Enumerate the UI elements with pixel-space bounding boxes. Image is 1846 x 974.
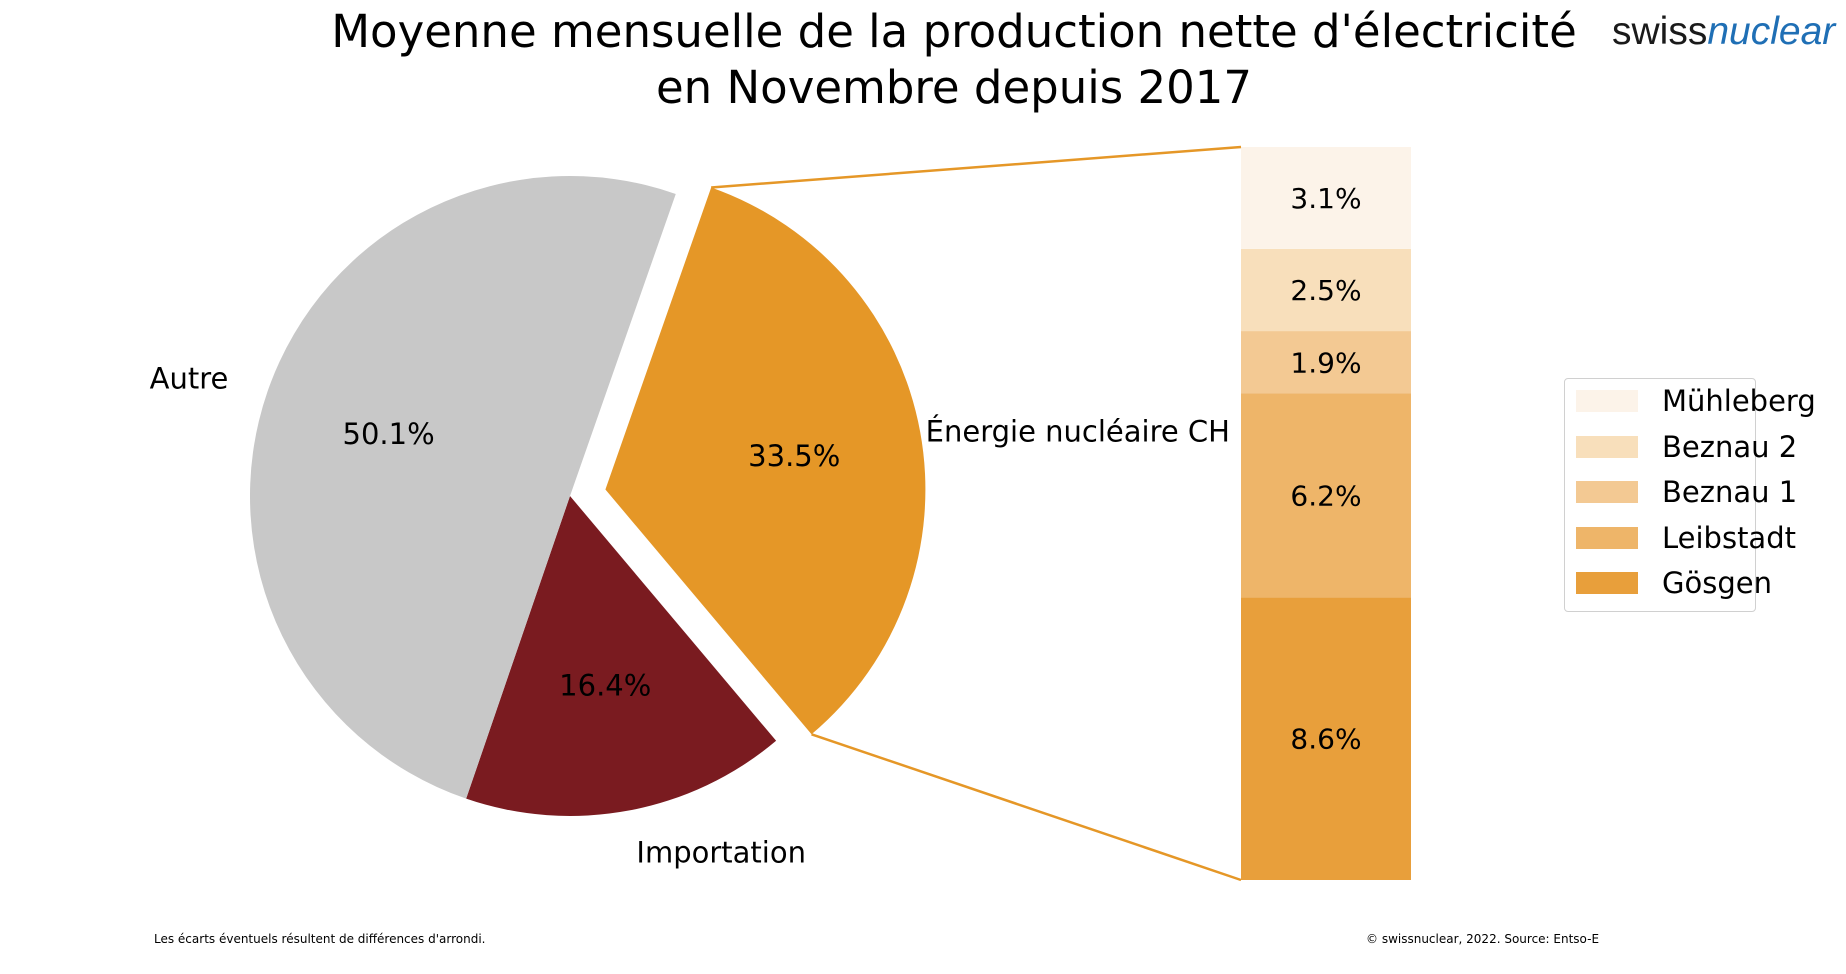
- pie-category-label-importation: Importation: [636, 835, 806, 869]
- bar-value-label-beznau-1: 1.9%: [1290, 346, 1361, 379]
- logo-text-nuclear: nuclear: [1707, 10, 1836, 53]
- legend-swatch: [1576, 481, 1638, 503]
- legend-label: Beznau 1: [1662, 475, 1798, 509]
- bar-segment-leibstadt: [1241, 393, 1411, 598]
- pie-value-label-autre: 50.1%: [343, 417, 435, 451]
- chart-title: Moyenne mensuelle de la production nette…: [0, 4, 1846, 116]
- swissnuclear-logo: swissnuclear: [1612, 10, 1835, 54]
- title-line-2: en Novembre depuis 2017: [655, 61, 1253, 114]
- logo-text-swiss: swiss: [1612, 10, 1708, 53]
- legend-label: Gösgen: [1662, 566, 1772, 600]
- bar-segment-beznau-2: [1241, 248, 1411, 332]
- bar-value-label-beznau-2: 2.5%: [1290, 274, 1361, 307]
- legend-swatch: [1576, 435, 1638, 458]
- legend: Mühleberg Beznau 2 Beznau 1 Leibstadt Gösgen: [1564, 378, 1816, 612]
- bar-value-label-muhleberg: 3.1%: [1290, 182, 1361, 215]
- legend-item-beznau-1: Beznau 1: [1576, 474, 1797, 510]
- legend-item-beznau-2: Beznau 2: [1576, 429, 1797, 465]
- legend-label: Mühleberg: [1662, 384, 1816, 418]
- connector-line-top: [711, 145, 1242, 189]
- legend-label: Beznau 2: [1662, 429, 1798, 464]
- legend-swatch: [1576, 526, 1638, 549]
- bar-segment-beznau-1: [1241, 331, 1411, 394]
- legend-label: Leibstadt: [1662, 520, 1796, 555]
- footnote-source: © swissnuclear, 2022. Source: Entso-E: [1366, 932, 1600, 946]
- footnote-rounding: Les écarts éventuels résultent de différ…: [154, 932, 486, 946]
- legend-item-leibstadt: Leibstadt: [1576, 520, 1796, 556]
- pie-slice-energie-nucleaire-ch: [605, 187, 926, 735]
- legend-item-gosgen: Gösgen: [1576, 565, 1772, 601]
- bar-segment-muhleberg: [1241, 147, 1411, 249]
- bar-value-label-gosgen: 8.6%: [1290, 723, 1361, 756]
- legend-swatch: [1576, 390, 1638, 412]
- legend-swatch: [1576, 572, 1638, 594]
- bar-segment-gosgen: [1241, 597, 1411, 880]
- pie-category-label-energie-nucleaire-ch: Énergie nucléaire CH: [926, 415, 1230, 449]
- pie-slice-autre: [249, 175, 676, 799]
- bar-value-label-leibstadt: 6.2%: [1290, 479, 1361, 512]
- pie-slice-importation: [466, 496, 777, 817]
- legend-item-muhleberg: Mühleberg: [1576, 383, 1816, 419]
- title-line-1: Moyenne mensuelle de la production nette…: [331, 5, 1577, 58]
- connector-line-bottom: [811, 733, 1242, 882]
- pie-value-label-importation: 16.4%: [559, 669, 651, 703]
- pie-category-label-autre: Autre: [150, 362, 229, 396]
- pie-value-label-energie-nucleaire-ch: 33.5%: [748, 439, 840, 473]
